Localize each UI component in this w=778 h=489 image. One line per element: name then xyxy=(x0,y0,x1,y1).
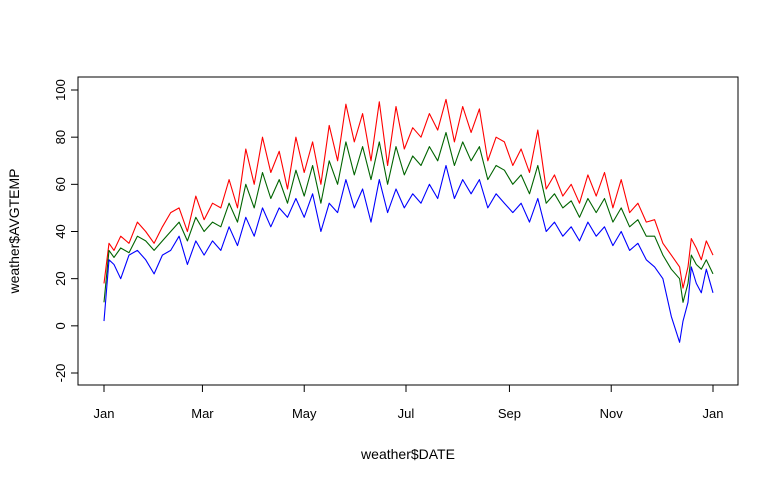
series-line-3 xyxy=(103,164,714,343)
y-axis-label: weather$AVGTEMP xyxy=(6,168,22,294)
plot-box xyxy=(77,76,739,386)
x-tick-label: May xyxy=(292,406,317,421)
y-tick-label: 100 xyxy=(53,79,68,101)
series-line-2 xyxy=(103,131,714,303)
y-tick-label: 40 xyxy=(53,224,68,238)
x-axis: Jan Mar May Jul Sep Nov Jan xyxy=(94,384,724,421)
x-axis-label: weather$DATE xyxy=(360,446,455,462)
series-group xyxy=(103,98,714,343)
x-tick-label: Jan xyxy=(94,406,115,421)
y-tick-label: 0 xyxy=(53,322,68,329)
y-tick-label: 60 xyxy=(53,177,68,191)
x-tick-label: Sep xyxy=(498,406,521,421)
x-tick-label: Jul xyxy=(398,406,415,421)
y-axis: -20 0 20 40 60 80 100 xyxy=(53,79,79,383)
x-tick-label: Mar xyxy=(191,406,214,421)
series-line-1 xyxy=(103,98,714,289)
x-tick-label: Nov xyxy=(600,406,624,421)
y-tick-label: 20 xyxy=(53,271,68,285)
x-tick-label: Jan xyxy=(703,406,724,421)
y-tick-label: -20 xyxy=(53,364,68,383)
y-tick-label: 80 xyxy=(53,130,68,144)
